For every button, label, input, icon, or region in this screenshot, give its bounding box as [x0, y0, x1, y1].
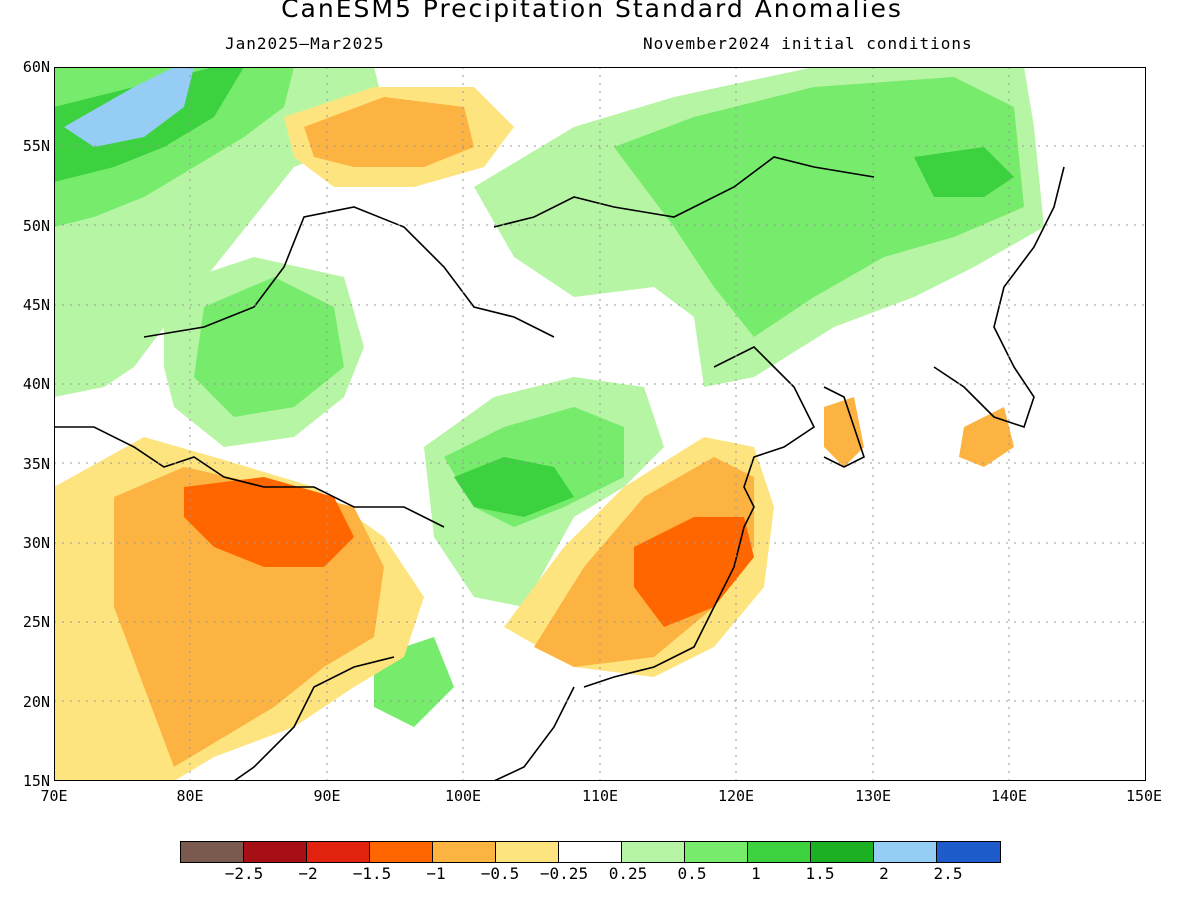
initial-conditions: November2024 initial conditions — [643, 34, 973, 53]
map-title: CanESM5 Precipitation Standard Anomalies — [281, 0, 903, 23]
lon-label-150e: 150E — [1125, 787, 1163, 805]
colorbar-swatch — [874, 842, 937, 862]
forecast-period: Jan2025–Mar2025 — [225, 34, 385, 53]
anomaly-region-japan-orange — [959, 407, 1014, 467]
colorbar-swatch — [685, 842, 748, 862]
colorbar-swatch — [370, 842, 433, 862]
colorbar-swatch — [433, 842, 496, 862]
anomaly-region-tibet-dark-orange — [184, 477, 354, 567]
lon-label-80e: 80E — [176, 787, 204, 805]
colorbar-tick-label: 1.5 — [805, 864, 835, 883]
coastlines — [54, 156, 1065, 781]
lat-label-35n: 35N — [22, 455, 50, 473]
lat-label-60n: 60N — [22, 58, 50, 76]
colorbar-swatch — [811, 842, 874, 862]
colorbar-tick-label: −1.5 — [352, 864, 392, 883]
lat-label-40n: 40N — [22, 375, 50, 393]
lon-label-70e: 70E — [40, 787, 68, 805]
colorbar-swatch — [748, 842, 811, 862]
lon-label-130e: 130E — [854, 787, 892, 805]
lon-label-90e: 90E — [313, 787, 341, 805]
colorbar-tick-label: 2 — [879, 864, 889, 883]
colorbar-tick-label: −1 — [426, 864, 446, 883]
lon-label-110e: 110E — [581, 787, 619, 805]
colorbar-tick-label: 2.5 — [933, 864, 963, 883]
colorbar-tick-label: 1 — [751, 864, 761, 883]
colorbar-swatch — [937, 842, 1000, 862]
colorbar-tick-label: −2.5 — [224, 864, 264, 883]
anomaly-region-se-china-dark-orange — [634, 517, 754, 627]
anomaly-map — [54, 67, 1146, 781]
colorbar-swatch — [181, 842, 244, 862]
lat-label-30n: 30N — [22, 534, 50, 552]
anomaly-region-west-green-2 — [194, 277, 344, 417]
anomaly-region-center-green-3 — [454, 457, 574, 517]
colorbar-tick-label: −0.25 — [539, 864, 589, 883]
colorbar-tick-label: −0.5 — [480, 864, 520, 883]
colorbar-swatch — [559, 842, 622, 862]
colorbar — [180, 841, 1001, 863]
colorbar-tick-label: 0.5 — [677, 864, 707, 883]
lat-label-20n: 20N — [22, 693, 50, 711]
grid-lines — [54, 67, 1146, 781]
lat-label-50n: 50N — [22, 217, 50, 235]
colorbar-swatch — [622, 842, 685, 862]
lat-label-25n: 25N — [22, 613, 50, 631]
anomaly-map-svg — [54, 67, 1146, 781]
lon-label-140e: 140E — [990, 787, 1028, 805]
anomaly-region-blue — [64, 67, 194, 147]
colorbar-swatch — [496, 842, 559, 862]
lat-label-55n: 55N — [22, 137, 50, 155]
lon-label-100e: 100E — [444, 787, 482, 805]
lon-label-120e: 120E — [717, 787, 755, 805]
colorbar-swatch — [244, 842, 307, 862]
colorbar-tick-label: 0.25 — [608, 864, 648, 883]
lat-label-15n: 15N — [22, 772, 50, 790]
anomaly-region-ne-green-3 — [914, 147, 1014, 197]
lat-label-45n: 45N — [22, 296, 50, 314]
anomaly-region-ne-green-2 — [614, 77, 1024, 337]
colorbar-tick-label: −2 — [298, 864, 318, 883]
anomaly-region-korea-orange — [824, 397, 864, 467]
anomaly-region-north-orange-2 — [304, 97, 474, 167]
colorbar-swatch — [307, 842, 370, 862]
